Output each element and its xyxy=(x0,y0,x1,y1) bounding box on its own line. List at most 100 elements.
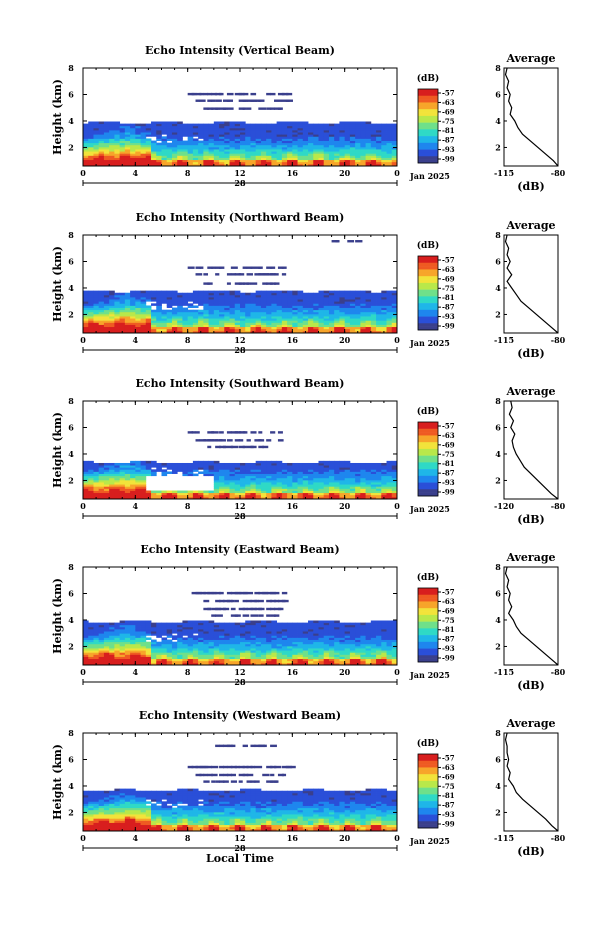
heatmap-cell xyxy=(381,311,387,315)
heatmap-cell xyxy=(281,305,288,308)
heatmap-cell xyxy=(114,471,121,474)
heatmap-cell xyxy=(161,626,168,630)
heatmap-cell xyxy=(213,460,220,464)
heatmap-cell xyxy=(187,462,194,466)
heatmap-cell xyxy=(276,161,283,165)
heatmap-cell xyxy=(240,123,246,127)
heatmap-cell xyxy=(370,134,377,137)
heatmap-cell xyxy=(328,123,335,127)
heatmap-cell xyxy=(344,305,351,308)
heatmap-cell xyxy=(386,161,393,165)
heatmap-cell xyxy=(360,326,366,330)
heatmap-cell xyxy=(124,155,131,158)
heatmap-cell xyxy=(271,641,278,645)
heatmap-cell xyxy=(198,658,204,662)
heatmap-cell xyxy=(171,648,178,651)
heatmap-cell xyxy=(271,140,278,144)
heatmap-cell xyxy=(297,134,304,137)
heatmap-cell xyxy=(276,303,283,306)
heatmap-cell xyxy=(140,303,147,306)
heatmap-cell xyxy=(213,153,220,156)
heatmap-cell xyxy=(391,127,398,131)
heatmap-cell xyxy=(151,157,157,161)
heatmap-cell xyxy=(376,477,382,481)
heatmap-cell xyxy=(192,134,199,137)
heatmap-cell xyxy=(255,132,262,135)
heatmap-fragment xyxy=(219,439,226,442)
heatmap-cell xyxy=(109,129,115,133)
heatmap-cell xyxy=(187,296,194,300)
heatmap-cell xyxy=(234,290,241,294)
heatmap-cell xyxy=(260,138,267,141)
heatmap-cell xyxy=(103,496,110,500)
heatmap-cell xyxy=(266,477,272,481)
heatmap-cell xyxy=(318,492,325,496)
heatmap-cell xyxy=(302,161,309,165)
heatmap-cell xyxy=(93,292,100,296)
heatmap-cell xyxy=(192,496,199,500)
heatmap-cell xyxy=(103,467,110,470)
heatmap-cell xyxy=(124,469,131,472)
heatmap-cell xyxy=(171,299,178,302)
heatmap-cell xyxy=(124,645,131,649)
heatmap-cell xyxy=(187,157,194,161)
heatmap-cell xyxy=(271,127,278,131)
heatmap-cell xyxy=(192,129,199,133)
heatmap-cell xyxy=(355,652,361,655)
colorbar-segment xyxy=(418,132,438,137)
heatmap-cell xyxy=(334,494,340,498)
heatmap-cell xyxy=(88,660,94,664)
heatmap-cell xyxy=(308,153,314,156)
heatmap-cell xyxy=(83,622,89,626)
heatmap-cell xyxy=(219,303,225,306)
heatmap-cell xyxy=(391,479,398,483)
heatmap-cell xyxy=(344,146,351,150)
heatmap-cell xyxy=(323,494,330,498)
heatmap-cell xyxy=(119,326,126,330)
heatmap-cell xyxy=(198,654,204,657)
heatmap-cell xyxy=(334,626,340,630)
heatmap-cell xyxy=(124,650,131,653)
heatmap-cell xyxy=(187,127,194,131)
heatmap-cell xyxy=(355,121,361,125)
heatmap-cell xyxy=(140,324,147,328)
heatmap-cell xyxy=(192,469,199,472)
heatmap-cell xyxy=(276,132,283,135)
heatmap-cell xyxy=(292,482,298,485)
heatmap-cell xyxy=(224,301,230,304)
heatmap-cell xyxy=(177,652,183,655)
heatmap-cell xyxy=(266,301,272,304)
heatmap-cell xyxy=(360,484,366,487)
heatmap-fragment xyxy=(250,431,257,434)
heatmap-cell xyxy=(171,301,178,304)
heatmap-cell xyxy=(140,465,147,468)
heatmap-cell xyxy=(103,643,110,647)
heatmap-cell xyxy=(240,484,246,487)
heatmap-cell xyxy=(130,330,136,334)
heatmap-cell xyxy=(255,626,262,630)
heatmap-cell xyxy=(308,146,314,150)
heatmap-cell xyxy=(255,136,262,139)
heatmap-cell xyxy=(93,132,100,135)
heatmap-cell xyxy=(135,318,141,321)
heatmap-cell xyxy=(287,635,293,638)
heatmap-cell xyxy=(234,637,241,640)
heatmap-cell xyxy=(140,469,147,472)
heatmap-cell xyxy=(349,292,356,296)
heatmap-cell xyxy=(192,151,199,154)
heatmap-cell xyxy=(203,652,209,655)
heatmap-cell xyxy=(166,648,173,651)
heatmap-cell xyxy=(234,318,241,321)
heatmap-cell xyxy=(192,138,199,141)
heatmap-cell xyxy=(250,299,257,302)
heatmap-cell xyxy=(302,626,309,630)
heatmap-cell xyxy=(224,134,230,137)
heatmap-fragment xyxy=(203,439,212,442)
heatmap-cell xyxy=(171,142,178,146)
heatmap-cell xyxy=(276,138,283,141)
heatmap-cell xyxy=(308,622,314,626)
heatmap-cell xyxy=(308,637,314,640)
colorbar-segment xyxy=(418,422,438,426)
heatmap-cell xyxy=(360,311,366,315)
heatmap-cell xyxy=(166,624,173,628)
